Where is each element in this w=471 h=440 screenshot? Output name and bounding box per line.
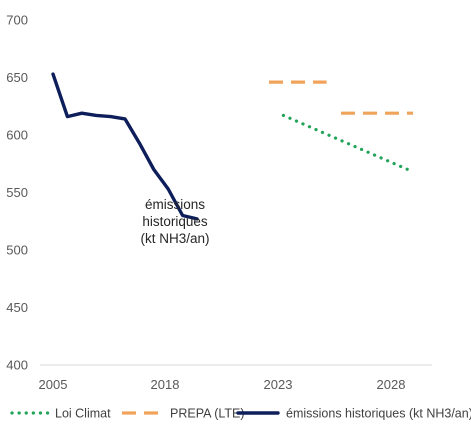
series-loi-climat [281, 113, 415, 174]
historical-emissions-annotation: émissions historiques (kt NH3/an) [140, 197, 209, 246]
y-tick-label: 650 [6, 70, 28, 85]
annotation-line: historiques [142, 214, 208, 229]
y-tick-label: 550 [6, 185, 28, 200]
legend-item-loi-climat: Loi Climat [10, 407, 111, 421]
legend-label: émissions historiques (kt NH3/an) [286, 407, 471, 421]
legend-label: PREPA (LTE) [170, 407, 245, 421]
series-layer [51, 72, 415, 221]
x-tick-label: 2028 [377, 377, 406, 392]
series-prepa-lte [268, 80, 414, 115]
series-missions-historiques-kt-nh3-an [51, 72, 199, 221]
legend-item-prepa-lte: PREPA (LTE) [122, 407, 245, 421]
legend: Loi Climat PREPA (LTE) émissions historiqu… [10, 407, 471, 421]
x-axis: 2005 2018 2023 2028 [39, 377, 406, 392]
y-tick-label: 500 [6, 243, 28, 258]
legend-item-missions-historiques-kt-nh3-an: émissions historiques (kt NH3/an) [236, 407, 471, 421]
y-tick-label: 700 [6, 13, 28, 28]
annotation-line: émissions [145, 197, 205, 212]
y-tick-label: 450 [6, 300, 28, 315]
annotation-line: (kt NH3/an) [140, 231, 209, 246]
x-tick-label: 2023 [264, 377, 293, 392]
legend-label: Loi Climat [55, 407, 111, 421]
x-tick-label: 2018 [151, 377, 180, 392]
x-tick-label: 2005 [39, 377, 68, 392]
y-tick-label: 600 [6, 128, 28, 143]
y-axis: 400 450 500 550 600 650 700 [6, 13, 28, 373]
y-tick-label: 400 [6, 358, 28, 373]
series-line [281, 113, 415, 174]
